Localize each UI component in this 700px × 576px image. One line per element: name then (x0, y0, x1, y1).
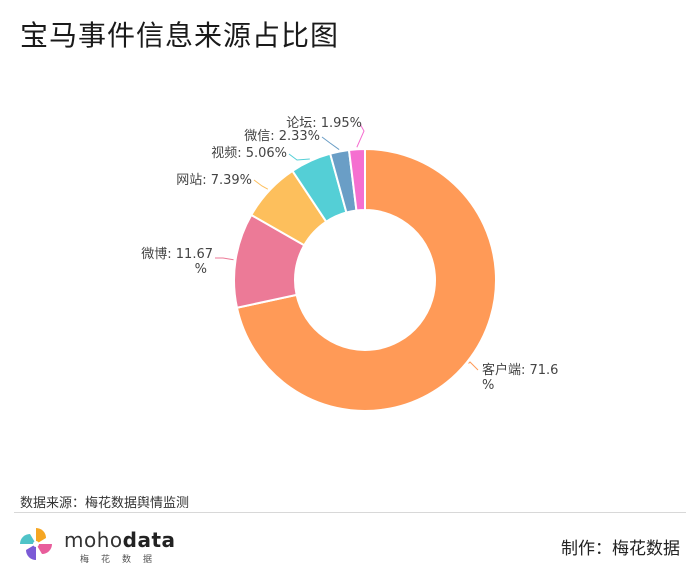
leader-line-3 (253, 179, 269, 190)
brand-subtitle: 梅花数据 (80, 555, 165, 565)
leader-line-4 (288, 153, 310, 161)
slice-label-1: 客户端: 71.6 (482, 362, 558, 378)
slice-label-4: 视频: 5.06% (211, 146, 287, 161)
slice-label-5: 微信: 2.33% (244, 129, 320, 144)
slice-label-3: 网站: 7.39% (176, 173, 252, 188)
maker-credit: 制作：梅花数据 (561, 539, 680, 559)
pinwheel-logo-icon (20, 528, 52, 560)
donut-slice-1[interactable] (235, 147, 497, 412)
slice-label-wrap-2: % (195, 262, 207, 277)
chart-title: 宝马事件信息来源占比图 (20, 19, 340, 52)
slice-label-6: 论坛: 1.95% (286, 116, 362, 131)
footer-divider (14, 512, 686, 513)
donut-chart: 客户端: 71.6%微博: 11.67%网站: 7.39%视频: 5.06%微信… (141, 116, 558, 412)
slice-label-2: 微博: 11.67 (141, 247, 213, 262)
brand-name: mohodata (64, 528, 176, 552)
leader-line-2 (215, 257, 234, 261)
leader-line-1 (468, 361, 479, 371)
leader-line-6 (356, 123, 365, 148)
donut-slice-6[interactable] (347, 147, 366, 212)
slice-label-wrap-1: % (482, 378, 494, 393)
data-source-note: 数据来源：梅花数据舆情监测 (20, 496, 190, 511)
leader-line-5 (321, 136, 340, 150)
